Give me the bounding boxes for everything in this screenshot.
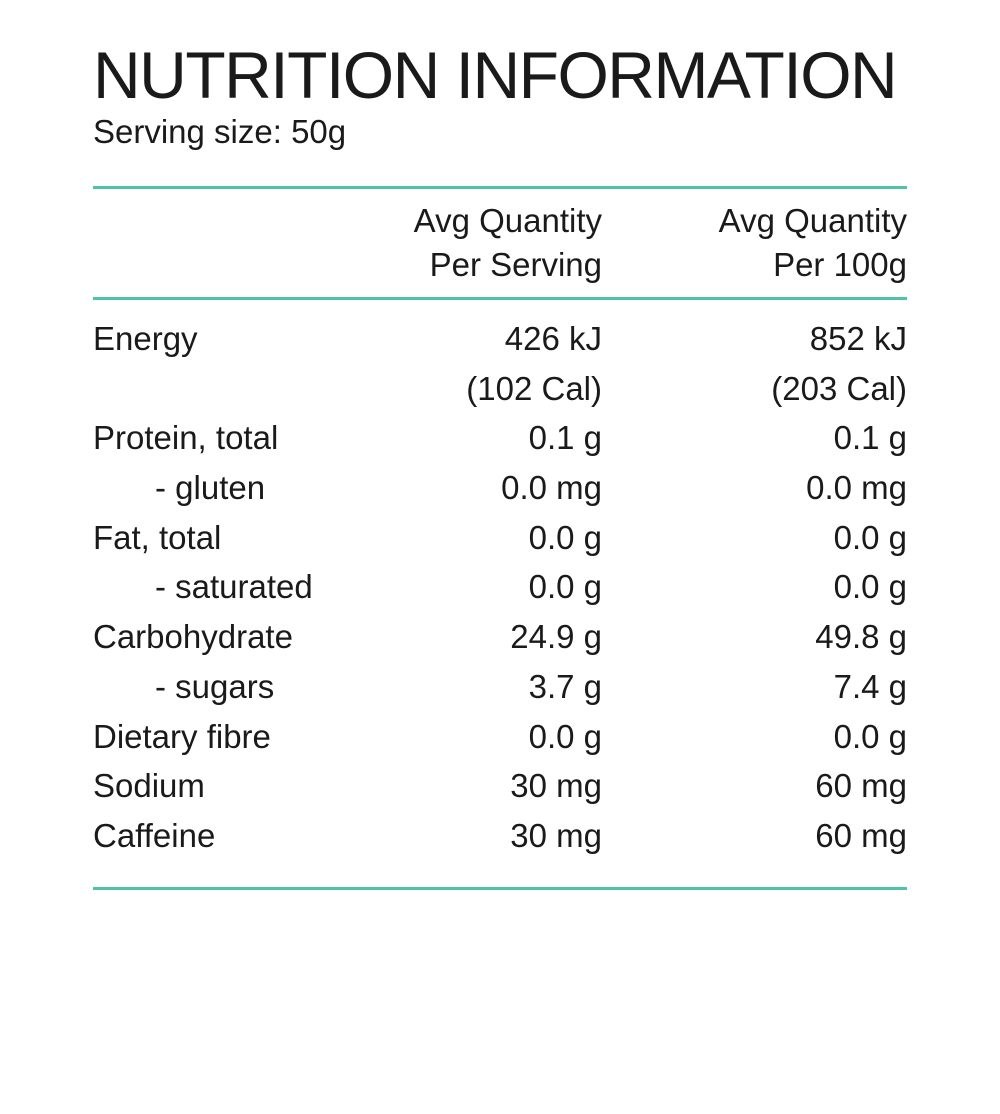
- header-per-serving-line2: Per Serving: [429, 246, 602, 283]
- serving-size: Serving size: 50g: [93, 113, 347, 150]
- value-per-100g: 0.0 mg: [806, 469, 907, 507]
- value-per-100g: 60 mg: [815, 816, 907, 854]
- nutrient-name: Fat, total: [93, 518, 222, 556]
- value-per-serving: 30 mg: [510, 816, 602, 854]
- header-divider: [93, 297, 907, 300]
- value-per-serving: 0.0 mg: [501, 469, 602, 507]
- value-per-100g: 49.8 g: [815, 618, 907, 656]
- value-per-serving: 30 mg: [510, 767, 602, 805]
- header-per-serving-line1: Avg Quantity: [413, 202, 602, 239]
- nutrient-name: Dietary fibre: [93, 717, 271, 755]
- value-per-100g: 852 kJ: [809, 320, 907, 357]
- table-row: Fat, total 0.0 g 0.0 g: [93, 513, 907, 563]
- nutrient-rows: Energy 426 kJ 852 kJ (102 Cal) (203 Cal)…: [93, 300, 907, 861]
- panel-title: NUTRITION INFORMATION: [93, 38, 898, 112]
- value-per-serving: 24.9 g: [510, 618, 602, 656]
- nutrient-name: Protein, total: [93, 419, 279, 457]
- value-per-serving: 426 kJ: [504, 320, 602, 357]
- value-per-100g: 0.0 g: [833, 518, 907, 556]
- table-row: Carbohydrate 24.9 g 49.8 g: [93, 612, 907, 662]
- nutrient-name: - gluten: [155, 469, 266, 507]
- value-per-100g: 0.0 g: [833, 717, 907, 755]
- bottom-divider: [93, 886, 907, 890]
- header-per-100g: Avg Quantity Per 100g: [602, 199, 907, 287]
- value-per-serving: 0.0 g: [528, 717, 602, 755]
- nutrient-name: [93, 364, 397, 414]
- nutrient-name: - saturated: [155, 568, 313, 606]
- value-per-serving: 0.0 g: [528, 518, 602, 556]
- column-header-row: Avg Quantity Per Serving Avg Quantity Pe…: [93, 189, 907, 297]
- value-per-serving: (102 Cal): [466, 369, 602, 407]
- nutrient-name: Energy: [93, 320, 198, 357]
- value-per-100g: (203 Cal): [771, 369, 907, 407]
- nutrient-name: Sodium: [93, 767, 205, 805]
- top-divider: [93, 186, 907, 189]
- nutrient-name: Caffeine: [93, 816, 216, 854]
- table-row: Caffeine 30 mg 60 mg: [93, 811, 907, 861]
- value-per-serving: 0.1 g: [528, 419, 602, 457]
- value-per-100g: 7.4 g: [833, 667, 907, 705]
- table-row: - sugars 3.7 g 7.4 g: [93, 662, 907, 712]
- value-per-100g: 60 mg: [815, 767, 907, 805]
- table-row: - gluten 0.0 mg 0.0 mg: [93, 463, 907, 513]
- header-per-100g-line2: Per 100g: [773, 246, 907, 283]
- table-row: Dietary fibre 0.0 g 0.0 g: [93, 712, 907, 762]
- header-per-100g-line1: Avg Quantity: [718, 202, 907, 239]
- value-per-serving: 0.0 g: [528, 568, 602, 606]
- nutrient-name: Carbohydrate: [93, 618, 293, 656]
- nutrient-name: - sugars: [155, 667, 275, 705]
- table-row: - saturated 0.0 g 0.0 g: [93, 562, 907, 612]
- table-row: Sodium 30 mg 60 mg: [93, 761, 907, 811]
- value-per-serving: 3.7 g: [528, 667, 602, 705]
- value-per-100g: 0.0 g: [833, 568, 907, 606]
- table-row: (102 Cal) (203 Cal): [93, 364, 907, 414]
- value-per-100g: 0.1 g: [833, 419, 907, 457]
- table-row: Protein, total 0.1 g 0.1 g: [93, 413, 907, 463]
- header-per-serving: Avg Quantity Per Serving: [397, 199, 602, 287]
- nutrition-panel: NUTRITION INFORMATION Serving size: 50g …: [93, 40, 907, 890]
- table-row: Energy 426 kJ 852 kJ: [93, 314, 907, 364]
